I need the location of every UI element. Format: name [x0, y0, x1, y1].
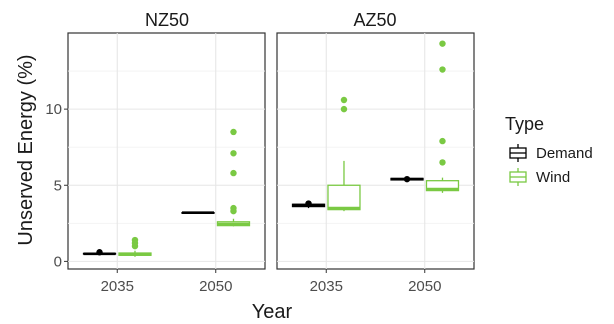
x-tick-label: 2035: [310, 278, 343, 295]
y-tick-label: 0: [54, 253, 62, 270]
x-tick-labels: 2035 2050 2035 2050: [101, 269, 441, 295]
box-wind-2050: [425, 40, 460, 193]
outlier-point: [340, 96, 348, 104]
outlier-point: [230, 169, 237, 177]
legend-entry-wind: Wind: [508, 167, 570, 187]
box-demand-2035: [291, 200, 326, 209]
x-tick-label: 2035: [101, 278, 134, 295]
x-tick-label: 2050: [199, 278, 232, 295]
box-demand-2050: [181, 211, 215, 214]
legend-title: Type: [505, 114, 544, 134]
y-tick-label: 5: [54, 177, 62, 194]
legend: Type Demand Wind: [505, 114, 593, 187]
box-wind-2035: [327, 96, 361, 212]
outlier-point: [439, 66, 446, 73]
facet-title-nz50: NZ50: [145, 10, 189, 30]
outlier-point: [403, 175, 411, 183]
outlier-point: [439, 40, 446, 47]
box-demand-2050: [390, 175, 424, 183]
outlier-point: [230, 128, 237, 136]
box-body: [425, 180, 460, 192]
outlier-point: [340, 105, 348, 113]
facet-panel-nz50: NZ50: [67, 10, 266, 270]
facet-panel-az50: AZ50: [276, 10, 475, 270]
legend-entry-demand: Demand: [508, 143, 593, 163]
box-demand-2035: [82, 249, 117, 256]
boxes-az50: [291, 40, 460, 212]
boxes-nz50: [82, 128, 251, 257]
outlier-point: [230, 204, 237, 212]
y-tick-label: 10: [45, 101, 62, 118]
outlier-point: [131, 236, 139, 244]
x-axis-title: Year: [252, 301, 293, 323]
y-axis-title: Unserved Energy (%): [15, 54, 37, 245]
facet-title-az50: AZ50: [353, 10, 396, 30]
y-tick-labels: 0 5 10: [45, 101, 68, 270]
box-wind-2035: [118, 236, 152, 257]
outlier-point: [230, 150, 237, 157]
box-wind-2050: [216, 128, 251, 227]
legend-label: Wind: [536, 169, 570, 186]
x-tick-label: 2050: [408, 278, 441, 295]
outlier-point: [305, 200, 312, 207]
outlier-point: [96, 249, 103, 256]
outlier-point: [439, 159, 446, 166]
box-body: [327, 184, 361, 211]
outlier-point: [439, 137, 446, 145]
legend-label: Demand: [536, 145, 593, 162]
